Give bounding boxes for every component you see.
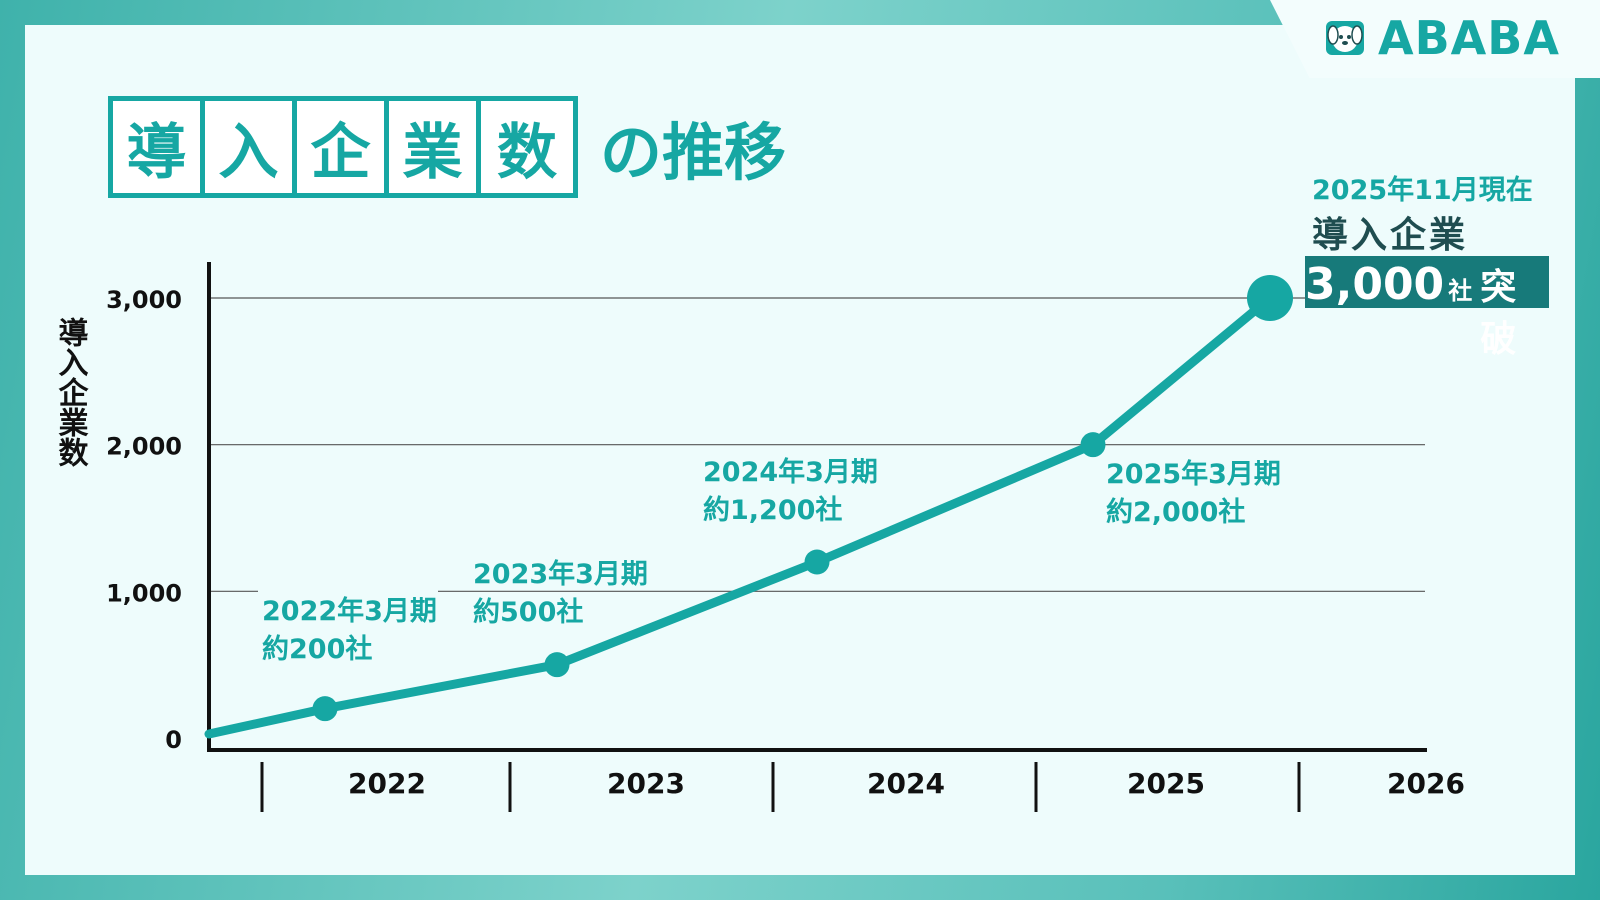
x-tick-label: 2022 (348, 767, 426, 800)
x-tick-label: 2023 (607, 767, 685, 800)
dog-mascot-icon (1326, 21, 1364, 55)
data-point (1080, 432, 1106, 458)
label-backdrop (699, 451, 879, 485)
y-tick-label: 1,000 (106, 579, 182, 607)
brand-logo: ABABA (1322, 10, 1560, 66)
title-char: 企 (297, 101, 389, 193)
data-label-value: 約1,200社 (703, 494, 842, 526)
series-line (204, 293, 1275, 739)
brand-tab (1270, 0, 1600, 78)
brand-name: ABABA (1378, 11, 1560, 65)
data-label-period: 2025年3月期 (1106, 458, 1281, 490)
badge-suffix: 突破 (1480, 267, 1517, 360)
badge-number: 3,000 (1305, 259, 1445, 310)
callout-label: 導入企業 (1312, 215, 1469, 256)
label-backdrop (1102, 453, 1282, 487)
title-char: 数 (497, 117, 557, 188)
y-tick-label: 3,000 (106, 286, 182, 314)
data-label-value: 約500社 (473, 596, 583, 628)
title-char: 入 (205, 101, 297, 193)
data-point (804, 549, 830, 575)
data-label-period: 2023年3月期 (473, 558, 648, 590)
y-tick-label: 2,000 (106, 433, 182, 461)
data-label-value: 約200社 (262, 633, 372, 665)
callout-date: 2025年11月現在 (1312, 175, 1533, 206)
callout-badge: 3,000 社 突破 (1305, 256, 1549, 360)
title-char: 導 (113, 101, 205, 193)
data-label-period: 2024年3月期 (703, 456, 878, 488)
y-axis-label: 導入企業数 (53, 317, 89, 468)
title-char: 業 (389, 101, 481, 193)
label-backdrop (258, 590, 438, 624)
y-tick-label: 0 (165, 726, 182, 754)
highlight-point (1247, 275, 1293, 321)
x-tick-label: 2024 (867, 767, 945, 800)
title-boxed-text: 導 入 企 業 数 (108, 96, 578, 198)
data-label-period: 2022年3月期 (262, 595, 437, 627)
data-point (544, 652, 570, 678)
x-tick-label: 2026 (1387, 767, 1465, 800)
page-title: 導 入 企 業 数 の推移 (108, 96, 786, 198)
data-label-value: 約2,000社 (1106, 496, 1245, 528)
x-tick-label: 2025 (1127, 767, 1205, 800)
badge-unit: 社 (1448, 277, 1473, 305)
title-suffix: の推移 (600, 116, 787, 189)
data-point (312, 696, 338, 722)
label-backdrop (469, 553, 649, 587)
